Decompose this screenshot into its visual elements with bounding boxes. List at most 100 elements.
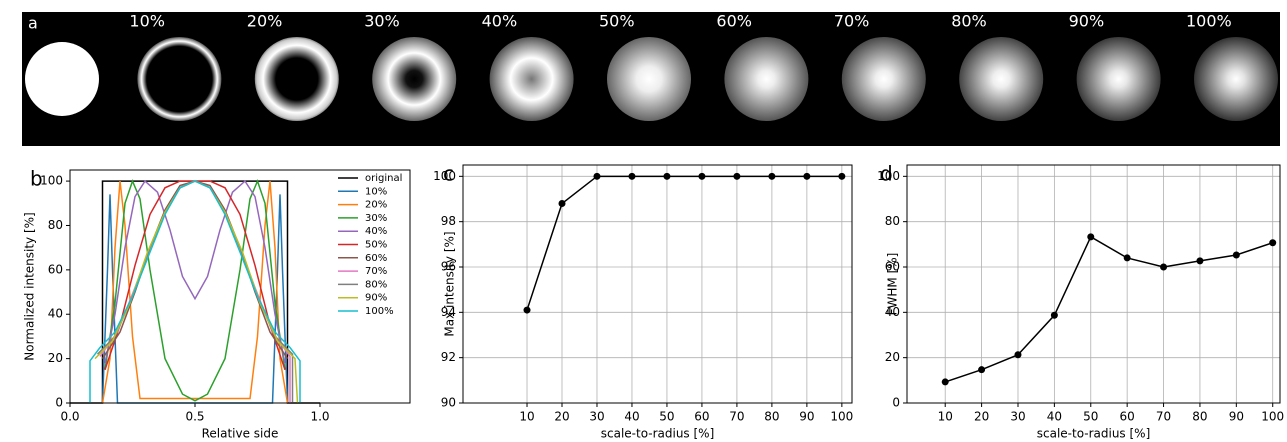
marker [978, 366, 985, 373]
image-label: 70% [834, 12, 870, 31]
marker [1124, 254, 1131, 261]
series-line [103, 181, 288, 403]
x-tick-label: 1.0 [310, 410, 329, 424]
x-tick-label: 20 [974, 410, 989, 424]
image [842, 37, 926, 121]
x-tick-label: 90 [1229, 410, 1244, 424]
legend-label: 20% [365, 200, 387, 211]
x-tick-label: 80 [1192, 410, 1207, 424]
panel-label: d [880, 162, 893, 186]
marker [1160, 264, 1167, 271]
series-line [945, 237, 1273, 382]
x-axis-label: Relative side [202, 427, 279, 441]
legend-label: original [365, 173, 402, 184]
x-tick-label: 70 [1156, 410, 1171, 424]
y-axis-label: FWHM [%] [886, 253, 900, 316]
x-tick-label: 0.0 [60, 410, 79, 424]
image [255, 37, 339, 121]
y-tick-label: 80 [48, 218, 63, 232]
marker [1087, 233, 1094, 240]
marker [1233, 251, 1240, 258]
marker [838, 173, 845, 180]
y-axis-label: Normalized intensity [%] [23, 212, 37, 360]
marker [1051, 312, 1058, 319]
figure: a 10% 20% 30% 40% 50% 60% 70% 80% 90% 100% 0 20 40 60 8… [0, 0, 1287, 442]
y-tick-label: 0 [55, 396, 63, 410]
y-tick-label: 92 [441, 350, 456, 364]
image [137, 37, 221, 121]
x-tick-label: 50 [659, 410, 674, 424]
y-tick-label: 80 [885, 214, 900, 228]
y-tick-label: 0 [892, 396, 900, 410]
legend-label: 80% [365, 279, 387, 290]
legend-label: 60% [365, 253, 387, 264]
marker [1269, 239, 1276, 246]
x-tick-label: 10 [938, 410, 953, 424]
y-tick-label: 20 [885, 350, 900, 364]
image-label: 50% [599, 12, 635, 31]
x-axis-label: scale-to-radius [%] [1037, 427, 1151, 441]
legend-label: 90% [365, 293, 387, 304]
marker [558, 200, 565, 207]
legend-label: 40% [365, 226, 387, 237]
x-tick-label: 60 [1120, 410, 1135, 424]
image [607, 37, 691, 121]
legend-label: 50% [365, 240, 387, 251]
x-tick-label: 20 [554, 410, 569, 424]
legend-label: 100% [365, 306, 394, 317]
panel-label: c [443, 162, 454, 186]
x-tick-label: 30 [589, 410, 604, 424]
x-tick-label: 100 [1261, 410, 1284, 424]
y-tick-label: 20 [48, 351, 63, 365]
marker [524, 307, 531, 314]
y-tick-label: 98 [441, 214, 456, 228]
y-axis-label: Max intensity [%] [443, 231, 457, 336]
marker [663, 173, 670, 180]
marker [733, 173, 740, 180]
marker [1014, 351, 1021, 358]
panel-label: b [30, 167, 43, 191]
legend-label: 70% [365, 266, 387, 277]
legend-label: 10% [365, 186, 387, 197]
marker [593, 173, 600, 180]
x-tick-label: 0.5 [185, 410, 204, 424]
marker [803, 173, 810, 180]
image [959, 37, 1043, 121]
image [25, 42, 99, 116]
x-tick-label: 100 [830, 410, 853, 424]
axes-frame [70, 170, 410, 403]
x-axis-label: scale-to-radius [%] [601, 427, 715, 441]
x-tick-label: 90 [799, 410, 814, 424]
image-label: 20% [247, 12, 283, 31]
image-label: 80% [951, 12, 987, 31]
y-tick-label: 60 [48, 262, 63, 276]
marker [628, 173, 635, 180]
y-tick-label: 100 [40, 174, 63, 188]
marker [768, 173, 775, 180]
series-line [527, 176, 842, 310]
image [372, 37, 456, 121]
legend-label: 30% [365, 213, 387, 224]
image-label: 30% [364, 12, 400, 31]
x-tick-label: 80 [764, 410, 779, 424]
image [490, 37, 574, 121]
x-tick-label: 40 [624, 410, 639, 424]
y-tick-label: 40 [48, 307, 63, 321]
image-label: 60% [716, 12, 752, 31]
x-tick-label: 10 [519, 410, 534, 424]
x-tick-label: 40 [1047, 410, 1062, 424]
image-label: 10% [129, 12, 165, 31]
x-tick-label: 70 [729, 410, 744, 424]
image [1077, 37, 1161, 121]
image-label: 40% [482, 12, 518, 31]
image [1194, 37, 1278, 121]
series-line [95, 181, 298, 403]
axes-frame [463, 165, 852, 403]
image-label: 100% [1186, 12, 1232, 31]
y-tick-label: 90 [441, 396, 456, 410]
panel-label: a [28, 14, 38, 33]
series-line [90, 181, 300, 403]
series-line [103, 181, 288, 359]
x-tick-label: 50 [1083, 410, 1098, 424]
image-label: 90% [1069, 12, 1105, 31]
